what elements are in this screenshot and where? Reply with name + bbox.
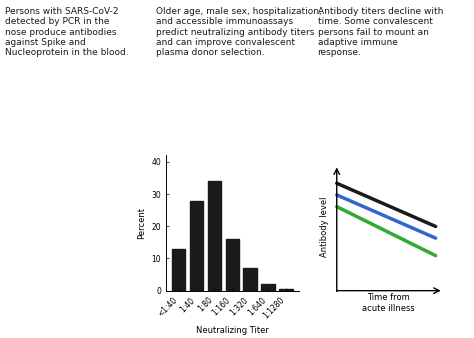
Bar [279,289,292,291]
X-axis label: Time from
acute illness: Time from acute illness [362,293,415,313]
Bar [261,284,275,291]
Bar [190,200,203,291]
Y-axis label: Percent: Percent [137,207,146,239]
Text: Persons with SARS-CoV-2
detected by PCR in the
nose produce antibodies
against S: Persons with SARS-CoV-2 detected by PCR … [5,7,128,57]
Bar [208,181,221,291]
Y-axis label: Antibody level: Antibody level [320,196,329,257]
X-axis label: Neutralizing Titer: Neutralizing Titer [196,326,269,335]
Bar [244,268,257,291]
Bar [226,239,239,291]
Bar [172,249,185,291]
Text: Antibody titers decline with
time. Some convalescent
persons fail to mount an
ad: Antibody titers decline with time. Some … [318,7,443,57]
Text: Older age, male sex, hospitalization,
and accessible immunoassays
predict neutra: Older age, male sex, hospitalization, an… [156,7,322,57]
